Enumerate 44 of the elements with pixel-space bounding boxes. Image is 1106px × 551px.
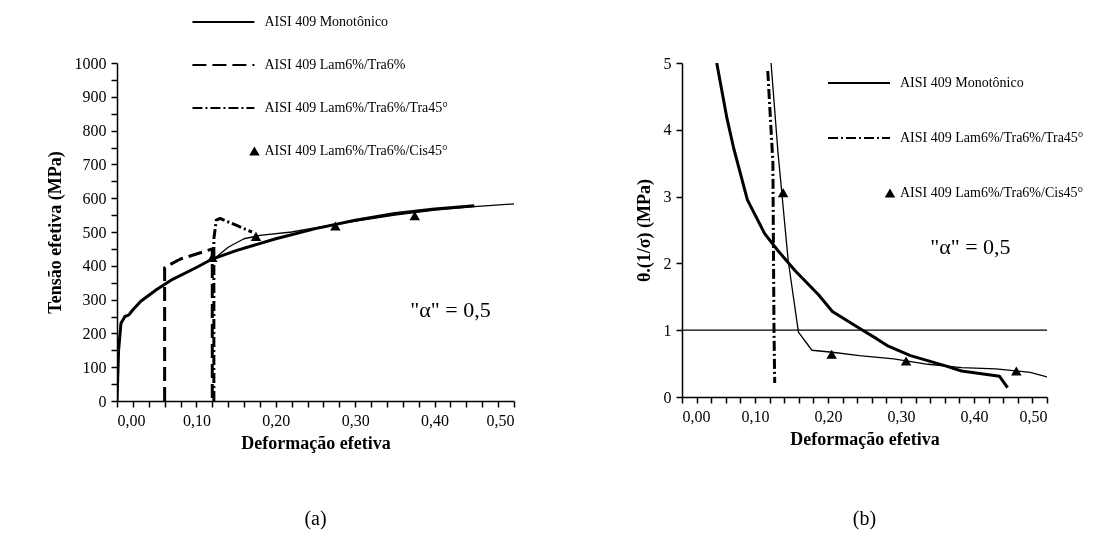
legend-label: AISI 409 Lam6%/Tra6%/Tra45° xyxy=(264,100,448,115)
y-tick-label: 300 xyxy=(82,291,107,309)
x-tick-label: 0,30 xyxy=(341,411,370,429)
y-tick-label: 900 xyxy=(82,88,107,106)
x-tick-label: 0,10 xyxy=(741,407,770,425)
y-tick-label: 400 xyxy=(82,257,107,275)
x-tick-label: 0,10 xyxy=(182,411,211,429)
y-tick-label: 0 xyxy=(663,388,672,406)
x-tick-label: 0,50 xyxy=(1019,407,1048,425)
y-tick-label: 5 xyxy=(663,54,672,72)
legend-label: AISI 409 Monotônico xyxy=(264,14,389,29)
y-tick-label: 600 xyxy=(82,189,107,207)
y-axis-title: Tensão efetiva (MPa) xyxy=(44,151,66,314)
x-axis-title: Deformação efetiva xyxy=(241,432,391,453)
y-tick-label: 3 xyxy=(663,188,672,206)
y-axis-title: θ.(1/σ) (MPa) xyxy=(633,178,655,283)
x-axis-title: Deformação efetiva xyxy=(790,428,940,449)
y-tick-label: 1 xyxy=(663,321,672,339)
legend-label: AISI 409 Lam6%/Tra6%/Cis45° xyxy=(264,143,448,158)
annotation: "α" = 0,5 xyxy=(930,233,1011,259)
y-tick-label: 0 xyxy=(98,392,107,410)
y-tick-label: 2 xyxy=(663,254,672,272)
legend-label: AISI 409 Monotônico xyxy=(900,75,1024,90)
x-tick-label: 0,20 xyxy=(814,407,843,425)
x-tick-label: 0,50 xyxy=(486,411,515,429)
x-tick-label: 0,40 xyxy=(421,411,450,429)
x-tick-label: 0,00 xyxy=(117,411,146,429)
y-tick-label: 4 xyxy=(663,121,672,139)
legend-label: AISI 409 Lam6%/Tra6%/Tra45° xyxy=(900,130,1084,145)
y-tick-label: 200 xyxy=(82,324,107,342)
y-tick-label: 100 xyxy=(82,358,107,376)
x-tick-label: 0,30 xyxy=(887,407,916,425)
y-tick-label: 800 xyxy=(82,122,107,140)
x-tick-label: 0,20 xyxy=(262,411,291,429)
annotation: "α" = 0,5 xyxy=(410,296,491,322)
y-tick-label: 1000 xyxy=(74,54,107,72)
x-tick-label: 0,40 xyxy=(960,407,989,425)
legend-label: AISI 409 Lam6%/Tra6%/Cis45° xyxy=(900,185,1084,200)
x-tick-label: 0,00 xyxy=(682,407,711,425)
text: (a) xyxy=(304,507,327,530)
y-tick-label: 500 xyxy=(82,223,107,241)
text: (b) xyxy=(852,507,877,530)
legend-label: AISI 409 Lam6%/Tra6% xyxy=(264,57,406,72)
y-tick-label: 700 xyxy=(82,155,107,173)
